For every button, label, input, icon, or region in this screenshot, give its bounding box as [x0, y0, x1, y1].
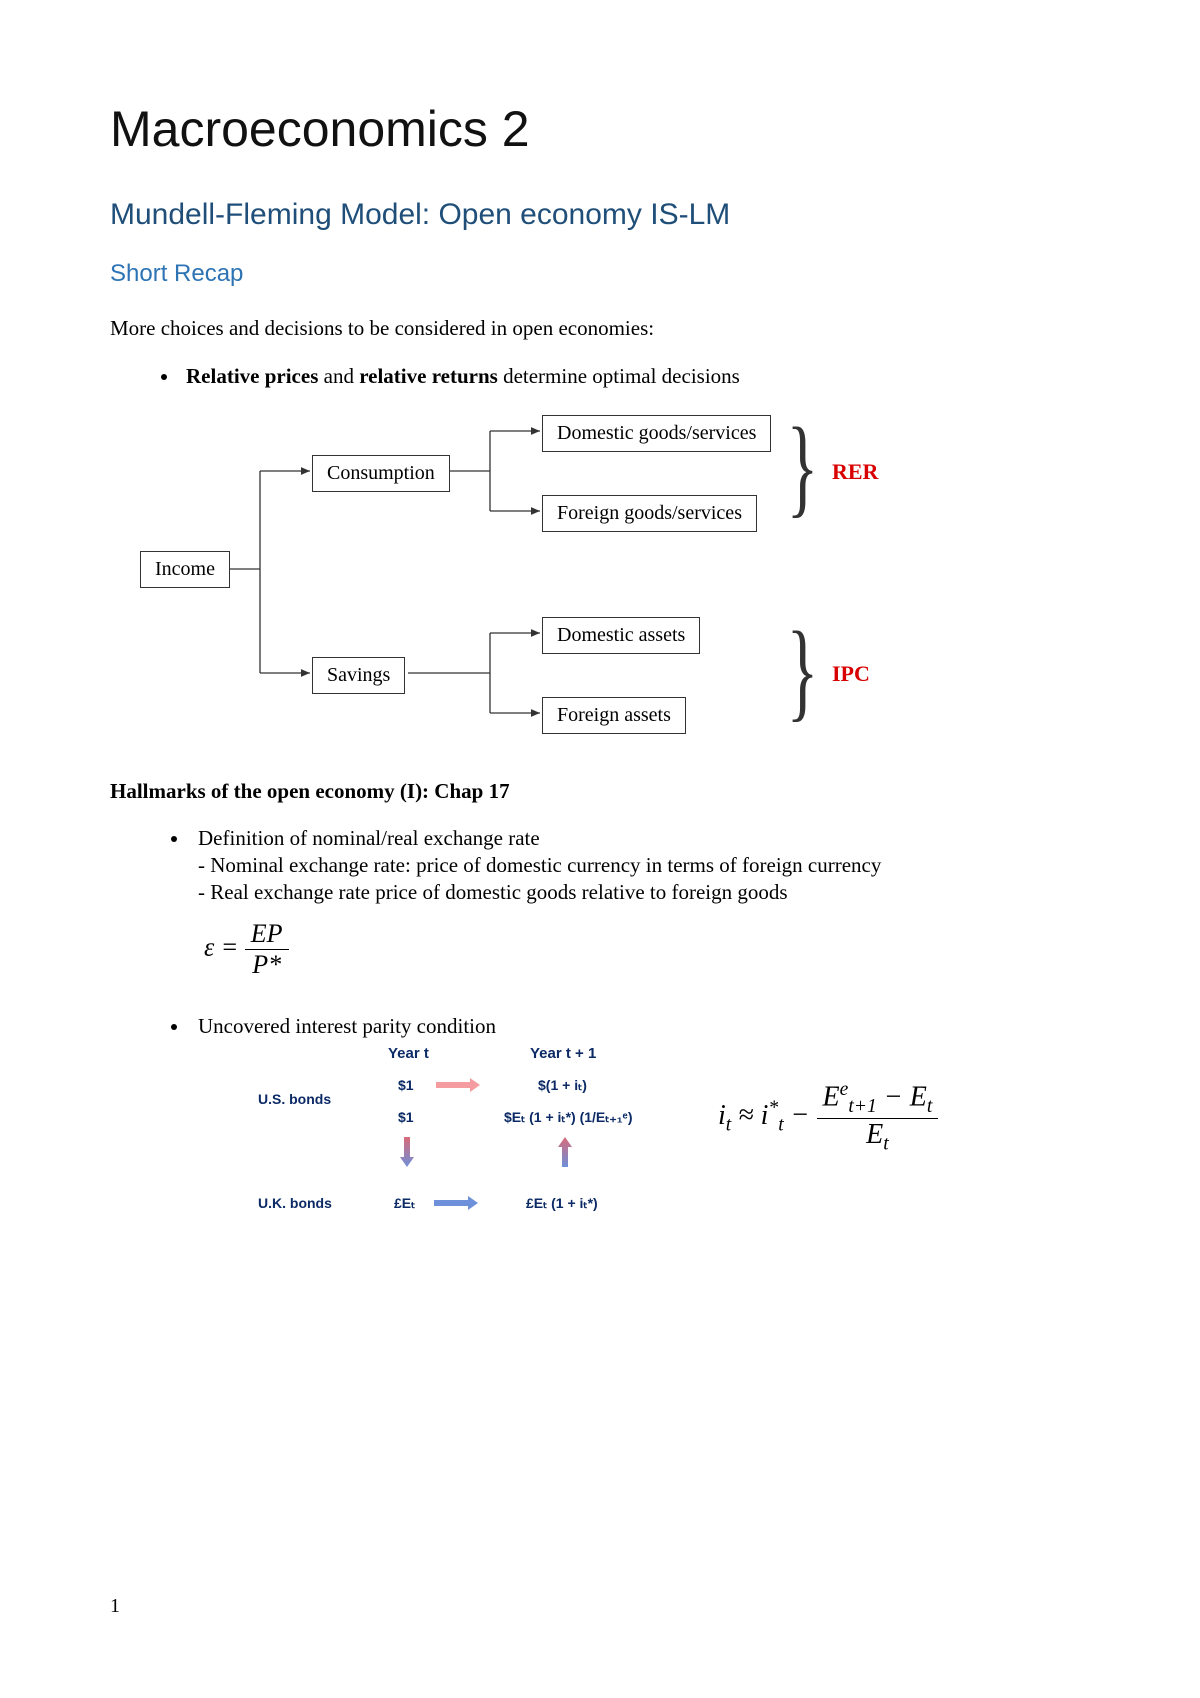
subtitle: Mundell-Fleming Model: Open economy IS-L… — [110, 198, 1090, 232]
tree-node-savings: Savings — [312, 657, 405, 694]
page-number: 1 — [110, 1595, 120, 1618]
formula-lhs: ε = — [204, 933, 238, 962]
parity-formula: it ≈ i*t − Eet+1 − Et Et — [718, 1079, 938, 1156]
bold-text: Relative prices — [186, 364, 318, 388]
definition-list: Definition of nominal/real exchange rate… — [110, 826, 1090, 1225]
document-page: Macroeconomics 2 Mundell-Fleming Model: … — [0, 0, 1200, 1698]
formula-epsilon: ε = EP P* — [204, 919, 1090, 980]
parity-cell: $1 — [398, 1109, 414, 1125]
tree-label-rer: RER — [832, 459, 878, 485]
hallmarks-heading: Hallmarks of the open economy (I): Chap … — [110, 779, 1090, 804]
tree-diagram: Income Consumption Savings Domestic good… — [140, 411, 1090, 751]
formula-fraction: EP P* — [245, 919, 289, 980]
formula-fraction: Eet+1 − Et Et — [817, 1079, 939, 1156]
parity-row-uk: U.K. bonds — [258, 1195, 332, 1211]
parity-diagram: Year t Year t + 1 U.S. bonds U.K. bonds … — [258, 1045, 1090, 1225]
page-title: Macroeconomics 2 — [110, 100, 1090, 158]
text: and — [318, 364, 359, 388]
bold-text: relative returns — [359, 364, 498, 388]
formula-minus: − — [791, 1100, 817, 1131]
formula-numerator: Eet+1 − Et — [817, 1079, 939, 1119]
formula-lhs: it — [718, 1100, 731, 1131]
parity-cell: £Eₜ — [394, 1195, 415, 1212]
formula-approx: ≈ — [738, 1100, 760, 1131]
tree-node-income: Income — [140, 551, 230, 588]
parity-cell: $Eₜ (1 + iₜ*) (1/Eₜ₊₁ᵉ) — [504, 1109, 632, 1126]
bullet-list: Relative prices and relative returns det… — [110, 364, 1090, 389]
formula-denominator: P* — [245, 950, 289, 980]
tree-node-dom-goods: Domestic goods/services — [542, 415, 771, 452]
bullet-item: Relative prices and relative returns det… — [180, 364, 1090, 389]
brace-icon: } — [787, 411, 819, 521]
formula-istar: i*t — [761, 1100, 784, 1131]
definition-item: Uncovered interest parity condition Year… — [190, 1014, 1090, 1225]
def-title: Uncovered interest parity condition — [198, 1014, 496, 1038]
section-heading: Short Recap — [110, 260, 1090, 288]
formula-numerator: EP — [245, 919, 289, 950]
arrow-right-icon — [434, 1196, 478, 1210]
definition-item: Definition of nominal/real exchange rate… — [190, 826, 1090, 980]
arrow-up-icon — [558, 1137, 572, 1167]
parity-cell: $1 — [398, 1077, 414, 1093]
arrow-down-icon — [400, 1137, 414, 1167]
parity-cell: $(1 + iₜ) — [538, 1077, 587, 1094]
text: determine optimal decisions — [498, 364, 740, 388]
parity-row-us: U.S. bonds — [258, 1091, 331, 1107]
parity-head-t: Year t — [388, 1045, 429, 1062]
tree-node-consumption: Consumption — [312, 455, 450, 492]
arrow-right-icon — [436, 1078, 480, 1092]
formula-denominator: Et — [817, 1119, 939, 1156]
tree-node-for-assets: Foreign assets — [542, 697, 686, 734]
brace-icon: } — [787, 615, 819, 725]
tree-label-ipc: IPC — [832, 661, 870, 687]
parity-cell: £Eₜ (1 + iₜ*) — [526, 1195, 598, 1212]
def-sub: - Nominal exchange rate: price of domest… — [198, 853, 1090, 878]
def-title: Definition of nominal/real exchange rate — [198, 826, 540, 850]
tree-node-for-goods: Foreign goods/services — [542, 495, 757, 532]
tree-node-dom-assets: Domestic assets — [542, 617, 700, 654]
intro-text: More choices and decisions to be conside… — [110, 314, 1090, 342]
parity-table: Year t Year t + 1 U.S. bonds U.K. bonds … — [258, 1045, 678, 1225]
def-sub: - Real exchange rate price of domestic g… — [198, 880, 1090, 905]
parity-head-t1: Year t + 1 — [530, 1045, 596, 1062]
